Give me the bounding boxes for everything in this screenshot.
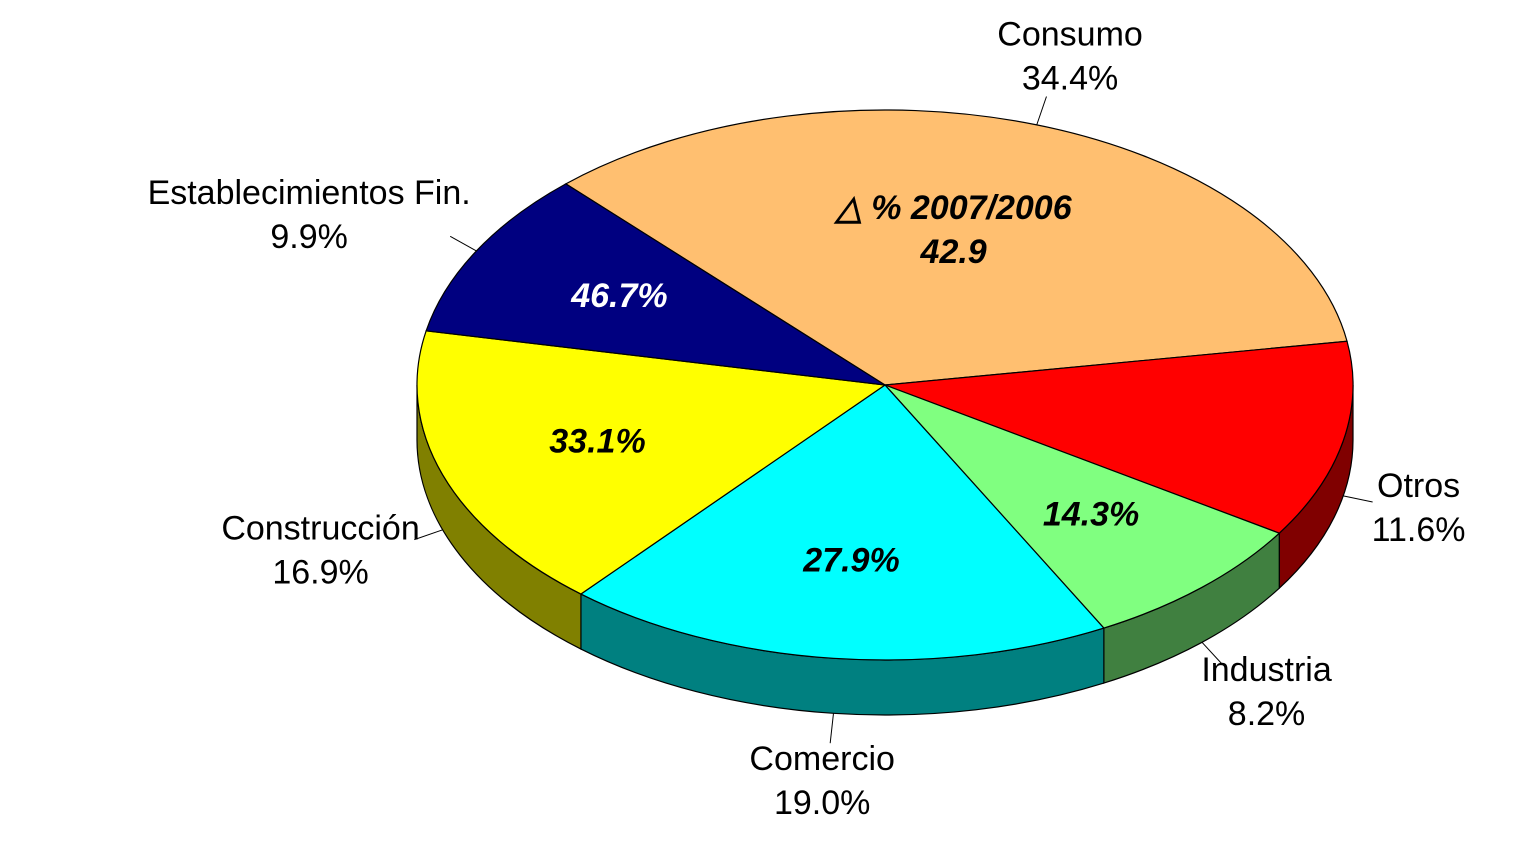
- category-label: Construcción: [221, 510, 419, 548]
- pie-slice: [884, 384, 1281, 629]
- category-label: Comercio: [749, 740, 894, 778]
- category-label: Industria: [1201, 651, 1331, 689]
- leader-line: [449, 235, 477, 252]
- inner-value-label: 33.1%: [549, 422, 645, 460]
- pie-slice: [425, 183, 886, 386]
- pie-slice: [416, 330, 887, 595]
- annotation: △ % 2007/2006: [833, 189, 1073, 227]
- inner-value-label: 46.7%: [570, 277, 667, 315]
- pie-slice: [884, 340, 1354, 534]
- leader-line: [829, 713, 834, 744]
- category-label: Otros: [1377, 467, 1460, 505]
- inner-value-label: 14.3%: [1043, 495, 1139, 533]
- category-label: Consumo: [997, 16, 1143, 54]
- inner-value-label: 27.9%: [802, 542, 899, 580]
- value-label: 11.6%: [1372, 511, 1466, 549]
- value-label: 34.4%: [1022, 60, 1118, 98]
- pie-slice: [579, 384, 1105, 661]
- value-label: 8.2%: [1228, 695, 1306, 733]
- leader-line: [1036, 96, 1047, 126]
- pie-slice: [564, 109, 1348, 386]
- value-label: 9.9%: [270, 218, 348, 256]
- category-label: Establecimientos Fin.: [148, 174, 471, 212]
- leader-line: [414, 529, 443, 541]
- value-label: 16.9%: [272, 554, 368, 592]
- leader-line: [1343, 495, 1373, 503]
- inner-value-label: 42.9: [920, 233, 987, 271]
- value-label: 19.0%: [774, 784, 870, 822]
- leader-line: [1201, 641, 1223, 665]
